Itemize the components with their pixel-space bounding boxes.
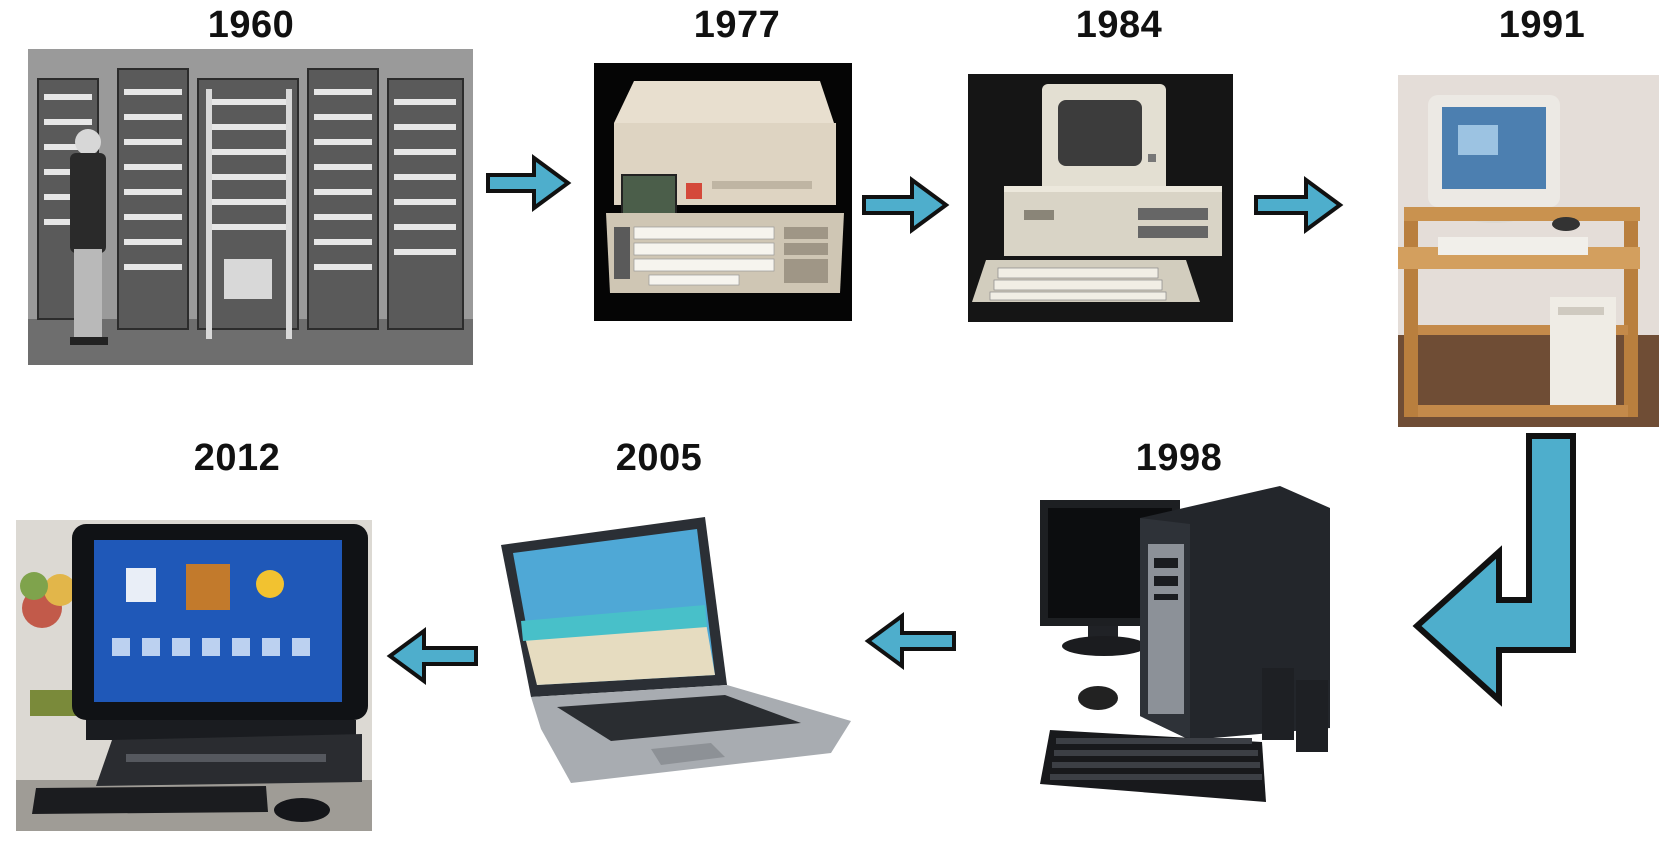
laptop-icon <box>501 517 857 792</box>
year-label-1960: 1960 <box>207 4 295 46</box>
year-label-1984: 1984 <box>1075 4 1163 46</box>
arrow-1998-to-2005 <box>864 612 956 670</box>
arrow-1977-to-1984 <box>862 176 950 234</box>
arrow-1991-to-1998 <box>1412 433 1576 707</box>
all-in-one-computer-icon <box>16 520 372 831</box>
arrow-2005-to-2012 <box>386 627 478 685</box>
year-label-1977: 1977 <box>693 4 781 46</box>
year-label-1998: 1998 <box>1135 437 1223 479</box>
arrow-1960-to-1977 <box>486 154 572 212</box>
tower-desktop-icon <box>1040 484 1336 818</box>
arrow-1984-to-1991 <box>1254 176 1344 234</box>
year-label-2005: 2005 <box>615 437 703 479</box>
personal-computer-icon <box>968 74 1233 322</box>
year-label-1991: 1991 <box>1498 4 1586 46</box>
year-label-2012: 2012 <box>193 437 281 479</box>
portable-computer-icon <box>594 63 852 321</box>
desk-computer-icon <box>1398 75 1659 427</box>
mainframe-icon <box>28 49 473 365</box>
